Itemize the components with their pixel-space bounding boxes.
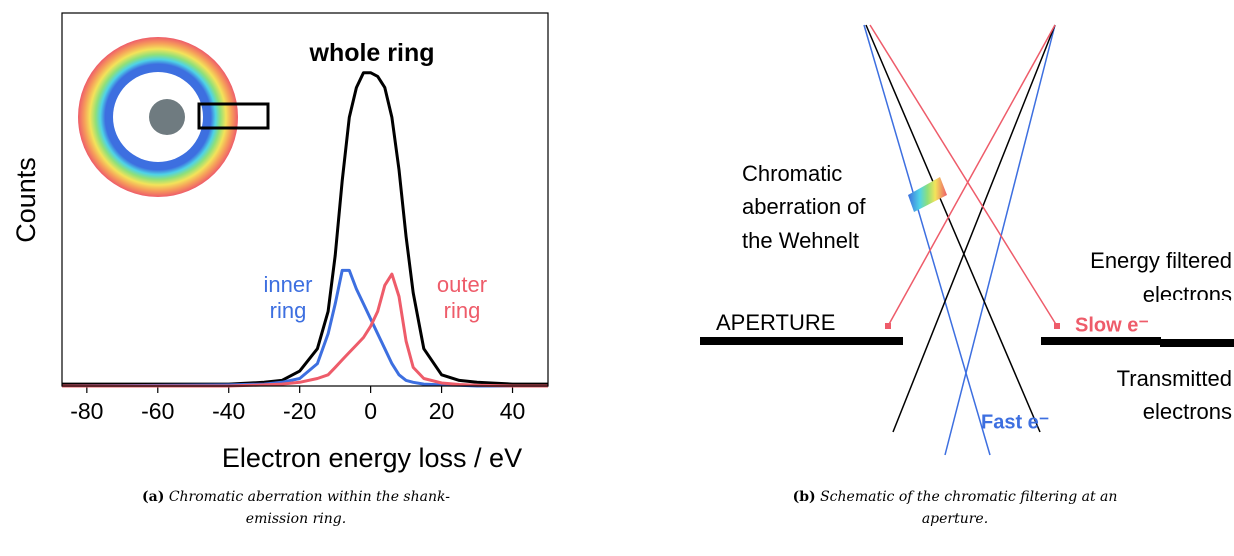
caption: (a) Chromatic aberration within the shan… — [136, 486, 456, 530]
series-line — [62, 71, 548, 386]
x-tick-label: 0 — [364, 398, 377, 424]
plot-frame — [61, 12, 549, 387]
label: Fast e⁻ — [981, 411, 1049, 433]
caption-text: Schematic of the chromatic filtering at … — [820, 489, 1118, 527]
label: Slow e⁻ — [1075, 314, 1149, 336]
x-tick-label: -80 — [70, 398, 103, 424]
x-axis-label: Electron energy loss / eV — [222, 443, 522, 473]
label: APERTURE — [716, 310, 835, 335]
plot: -80 -60 -40 -20 0 20 40 — [61, 71, 548, 424]
x-tick-label: -40 — [212, 398, 245, 424]
tip — [149, 99, 185, 135]
slow-ray — [887, 24, 1056, 327]
label: Transmitted — [1117, 366, 1232, 391]
ray-end — [885, 323, 891, 329]
caption-label: (a) — [142, 489, 165, 505]
series-line — [62, 272, 548, 388]
fast-ray — [944, 24, 1056, 456]
slow-ray — [869, 24, 1058, 327]
caption: (b) Schematic of the chromatic filtering… — [790, 486, 1120, 530]
series-label: inner ring — [263, 272, 313, 323]
chromatic-patch — [908, 177, 947, 212]
label: Chromatic — [742, 161, 842, 186]
aperture-right — [1160, 339, 1234, 347]
ray — [892, 24, 1056, 433]
series-label: outer ring — [436, 272, 488, 323]
x-tick-label: 20 — [429, 398, 455, 424]
x-tick-label: 40 — [500, 398, 526, 424]
label: electrons — [1143, 399, 1232, 424]
mask — [1160, 300, 1230, 336]
series-line — [61, 268, 548, 388]
label: Energy filtered — [1090, 248, 1232, 273]
schematic — [863, 24, 1058, 456]
label: aberration of — [742, 194, 866, 219]
selection-box — [197, 102, 270, 130]
ray — [865, 24, 1041, 433]
x-tick-label: -60 — [141, 398, 174, 424]
caption-label: (b) — [792, 489, 816, 505]
caption-text: Chromatic aberration within the shank-em… — [168, 489, 450, 527]
series-label: whole ring — [309, 39, 435, 67]
aperture-left — [700, 337, 903, 345]
aperture-right — [1041, 337, 1161, 345]
y-axis-label: Counts — [11, 157, 41, 243]
ray-end — [1054, 323, 1060, 329]
x-tick-label: -20 — [283, 398, 316, 424]
label: the Wehnelt — [742, 228, 859, 253]
fast-ray — [863, 24, 991, 456]
